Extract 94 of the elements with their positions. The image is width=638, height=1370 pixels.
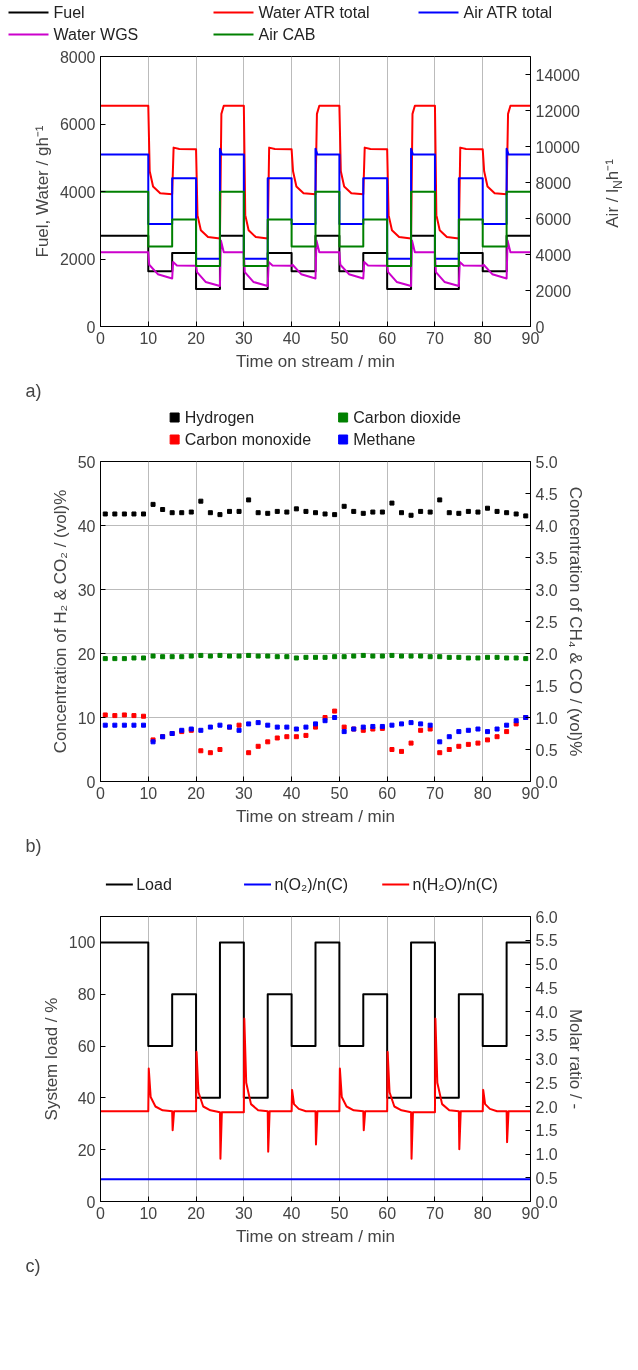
x-tick-label: 80 (473, 784, 492, 802)
x-tick-label: 60 (378, 784, 397, 802)
text: c) (25, 1255, 41, 1276)
x-tick-label: 40 (282, 784, 301, 802)
y-axis-title: System load / % (41, 997, 61, 1121)
x-tick-label: 50 (330, 784, 349, 802)
x-axis-title: Time on stream / min (235, 806, 396, 826)
y-tick-label: 40 (77, 1089, 96, 1107)
legend-label: Water WGS (53, 26, 139, 43)
x-tick-label: 70 (426, 1204, 444, 1222)
y2-axis-title: Air / lNh⁻¹ (603, 158, 625, 228)
y-tick-label: 0 (86, 318, 96, 336)
y2-tick-label: 5.0 (535, 956, 558, 973)
y2-tick-label: 5.0 (535, 453, 558, 471)
y2-tick-label: 1.0 (535, 1146, 558, 1163)
y2-tick-label: 2.0 (535, 645, 558, 663)
x-tick-label: 40 (282, 1204, 301, 1222)
y-tick-label: 8000 (59, 48, 96, 66)
y-tick-label: 4000 (59, 183, 96, 201)
x-tick-label: 40 (282, 329, 301, 347)
y-axis-title: Fuel, Water / gh⁻¹ (32, 125, 52, 258)
x-axis-title: Time on stream / min (235, 1226, 396, 1246)
x-tick-label: 30 (234, 784, 253, 802)
y-tick-label: 0 (86, 1193, 96, 1211)
y2-tick-label: 0.5 (535, 741, 558, 759)
text: b) (25, 835, 42, 856)
y-tick-label: 30 (77, 581, 96, 599)
x-tick-label: 10 (139, 784, 158, 802)
legend-label: Carbon dioxide (353, 409, 461, 426)
y2-tick-label: 2.5 (535, 613, 558, 631)
y-tick-label: 2000 (59, 251, 96, 268)
y2-tick-label: 2.5 (535, 1074, 558, 1092)
y2-tick-label: 3.5 (535, 549, 558, 567)
x-tick-label: 50 (330, 329, 349, 347)
legend-label: Hydrogen (184, 409, 255, 426)
x-tick-label: 50 (330, 1204, 349, 1222)
y2-tick-label: 1.0 (535, 709, 558, 727)
y2-tick-label: 4.5 (535, 485, 558, 503)
legend-label: Fuel (53, 4, 85, 21)
y2-tick-label: 3.0 (535, 1051, 558, 1068)
y2-tick-label: 0.5 (535, 1169, 558, 1187)
x-tick-label: 60 (378, 329, 397, 347)
y-tick-label: 0 (86, 773, 96, 791)
y2-tick-label: 1.5 (535, 1122, 558, 1140)
legend-label: Methane (353, 431, 416, 448)
x-tick-label: 80 (473, 329, 492, 347)
x-tick-label: 30 (234, 1204, 253, 1222)
legend-label: n(O₂)/n(C) (274, 876, 349, 893)
x-tick-label: 60 (378, 1204, 397, 1222)
y2-tick-label: 4.5 (535, 979, 558, 997)
y-tick-label: 10 (77, 709, 96, 727)
y2-axis-title: Molar ratio / - (565, 1008, 585, 1110)
x-tick-label: 20 (187, 1204, 206, 1222)
y2-tick-label: 4.0 (535, 1003, 558, 1021)
y2-tick-label: 6.0 (535, 908, 558, 926)
legend-label: n(H₂O)/n(C) (412, 876, 498, 893)
y-tick-label: 6000 (59, 116, 96, 133)
y2-tick-label: 12000 (535, 102, 581, 120)
legend-label: Water ATR total (258, 4, 370, 21)
y-tick-label: 20 (77, 645, 96, 663)
x-tick-label: 30 (234, 329, 253, 347)
y-tick-label: 50 (77, 453, 96, 471)
y2-tick-label: 3.0 (535, 581, 558, 599)
y-tick-label: 40 (77, 517, 96, 535)
y-tick-label: 100 (68, 934, 96, 952)
y2-tick-label: 3.5 (535, 1027, 558, 1045)
y2-tick-label: 4000 (535, 246, 572, 264)
y2-axis-title: Concentration of CH₄ & CO / (vol)% (565, 486, 585, 757)
y2-tick-label: 2000 (535, 282, 572, 300)
y2-tick-label: 8000 (535, 174, 572, 192)
x-axis-title: Time on stream / min (235, 351, 396, 371)
text: a) (25, 380, 42, 401)
x-tick-label: 10 (139, 329, 158, 347)
y-tick-label: 20 (77, 1141, 96, 1159)
y2-tick-label: 10000 (535, 138, 581, 156)
x-tick-label: 70 (426, 784, 444, 802)
y-tick-label: 80 (77, 986, 96, 1004)
y2-tick-label: 2.0 (535, 1098, 558, 1116)
legend-label: Air ATR total (463, 4, 553, 21)
x-tick-label: 80 (473, 1204, 492, 1222)
y2-tick-label: 6000 (535, 210, 572, 228)
x-tick-label: 70 (426, 329, 444, 347)
x-tick-label: 10 (139, 1204, 158, 1222)
y2-tick-label: 5.5 (535, 932, 558, 950)
y2-tick-label: 4.0 (535, 517, 558, 535)
y2-tick-label: 1.5 (535, 677, 558, 695)
x-tick-label: 20 (187, 784, 206, 802)
y-tick-label: 60 (77, 1038, 96, 1056)
legend-label: Carbon monoxide (184, 431, 312, 448)
legend-label: Air CAB (258, 26, 316, 43)
x-tick-label: 20 (187, 329, 206, 347)
legend-label: Load (136, 876, 172, 893)
y2-tick-label: 14000 (535, 66, 581, 84)
y-axis-title: Concentration of H₂ & CO₂ / (vol)% (50, 489, 70, 754)
